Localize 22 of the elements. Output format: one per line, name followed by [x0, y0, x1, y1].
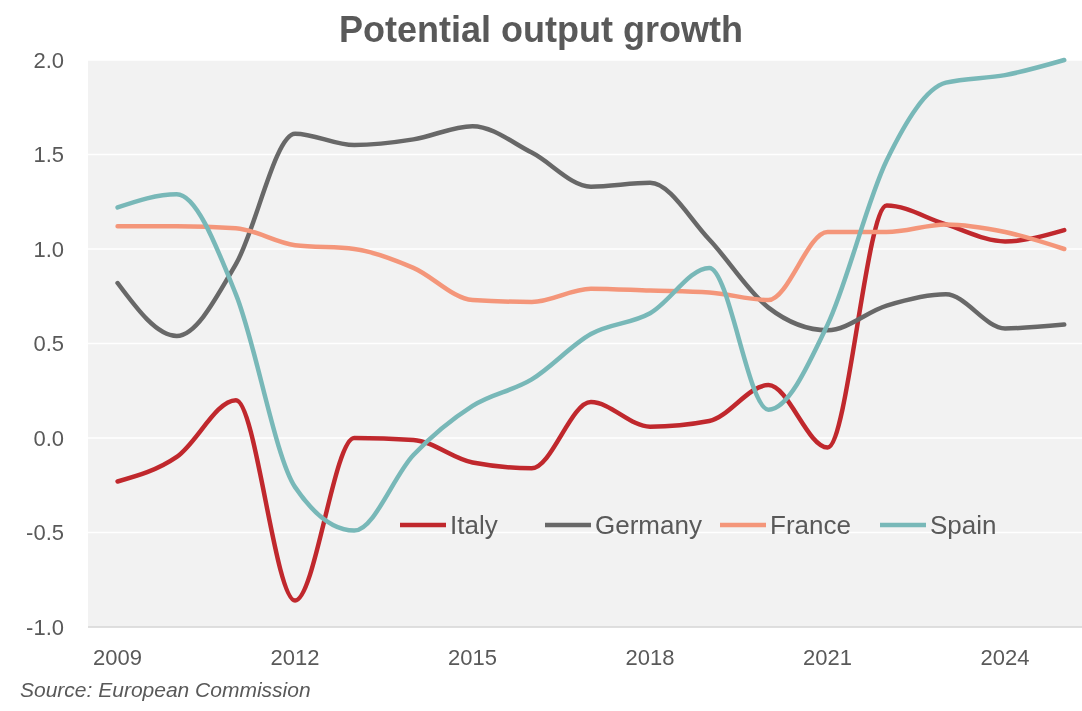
y-tick-label: 0.0: [33, 425, 64, 451]
y-tick-label: 1.5: [33, 142, 64, 168]
line-series: [115, 222, 1067, 305]
legend-label: Italy: [450, 510, 498, 541]
chart-title: Potential output growth: [339, 9, 743, 50]
line-series: [115, 123, 1067, 339]
legend-label: France: [770, 510, 851, 541]
x-tick-label: 2012: [270, 645, 320, 670]
legend-label: Germany: [595, 510, 702, 541]
y-tick-label: 2.0: [33, 47, 64, 73]
x-tick-label: 2021: [803, 645, 853, 670]
y-tick-label: 1.0: [33, 236, 64, 262]
source-note: Source: European Commission: [20, 678, 311, 701]
line-series: [115, 203, 1067, 603]
y-tick-label: 0.5: [33, 331, 64, 357]
x-tick-label: 2024: [980, 645, 1030, 670]
legend-label: Spain: [930, 510, 997, 541]
y-tick-label: -0.5: [26, 520, 64, 546]
y-tick-label: -1.0: [26, 614, 64, 640]
x-tick-label: 2015: [448, 645, 498, 670]
x-tick-label: 2018: [625, 645, 675, 670]
x-tick-label: 2009: [93, 645, 143, 670]
